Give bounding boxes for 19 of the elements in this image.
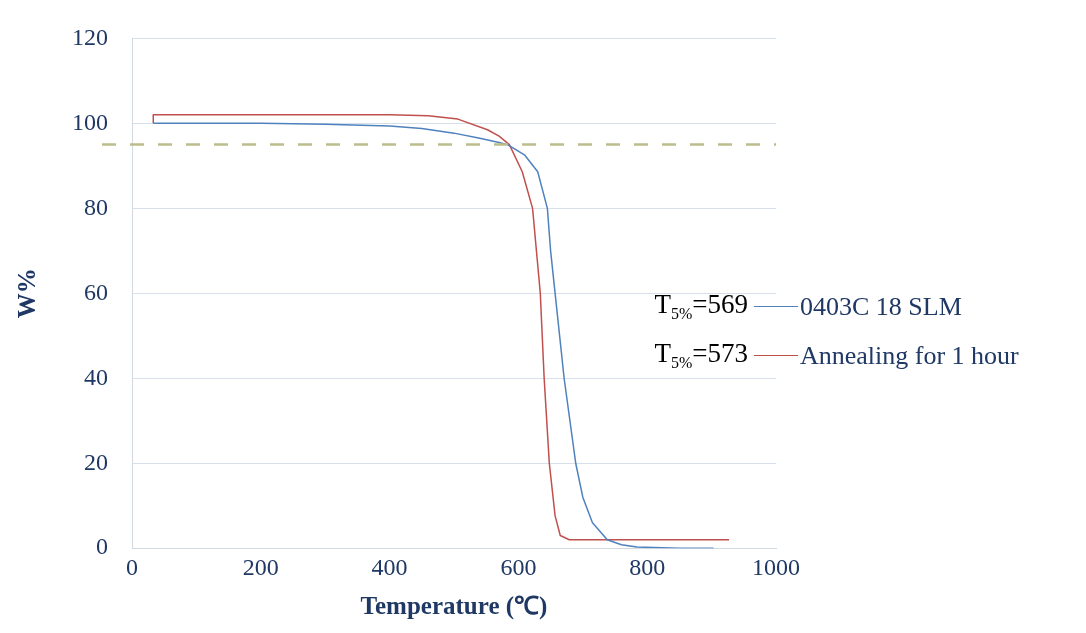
x-tick-label: 400 [371, 553, 408, 580]
y-tick-label: 60 [84, 278, 108, 305]
y-tick-label: 100 [72, 108, 108, 135]
y-tick-label: 20 [84, 448, 108, 475]
annotation: T$_{5%}$=573 [653, 338, 748, 373]
legend-label: 0403C 18 SLM [800, 291, 962, 322]
y-tick-label: 80 [84, 193, 108, 220]
x-tick-label: 1000 [752, 553, 800, 580]
x-tick-label: 800 [629, 553, 666, 580]
y-axis-title: W% [13, 268, 41, 319]
x-tick-label: 0 [126, 553, 138, 580]
x-axis-title: Temperature (℃) [360, 592, 548, 621]
legend-label: Annealing for 1 hour [800, 340, 1019, 371]
annotation: T$_{5%}$=569 [653, 289, 748, 324]
x-tick-label: 200 [242, 553, 279, 580]
x-tick-label: 600 [500, 553, 537, 580]
y-tick-label: 120 [72, 23, 108, 50]
y-tick-label: 0 [96, 533, 108, 560]
y-tick-label: 40 [84, 363, 108, 390]
